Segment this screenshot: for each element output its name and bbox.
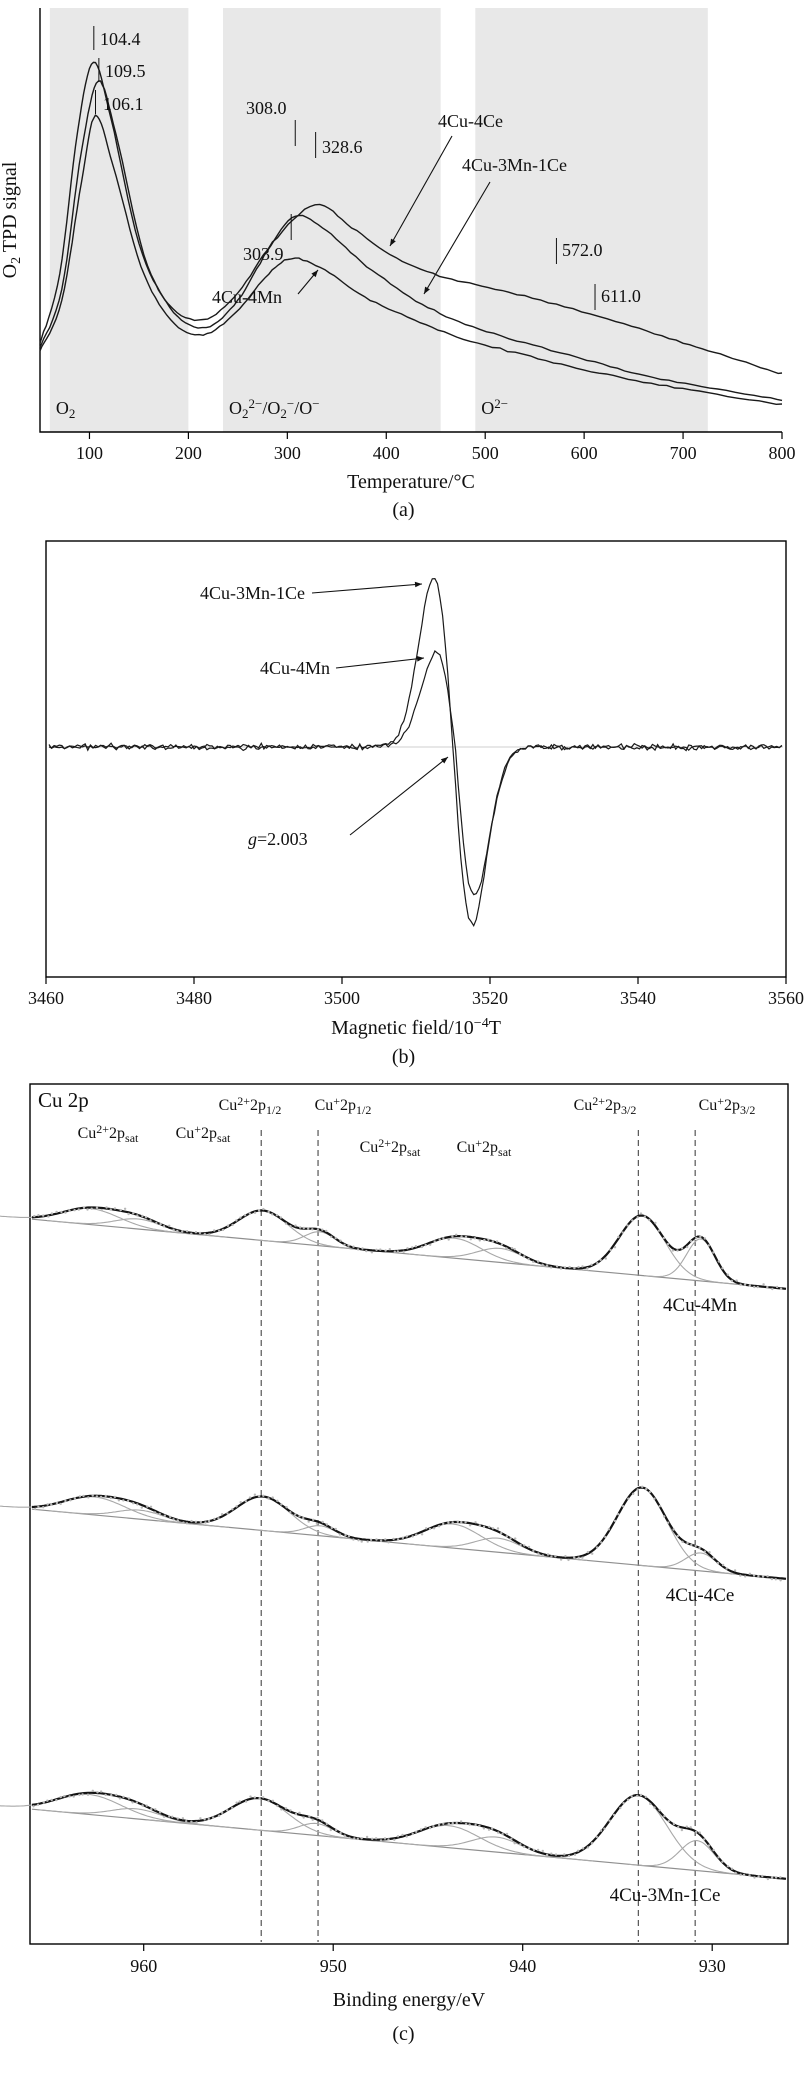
svg-text:4Cu-4Ce: 4Cu-4Ce: [438, 111, 503, 131]
svg-text:3480: 3480: [176, 988, 212, 1008]
svg-text:O22−/O2−/O−: O22−/O2−/O−: [229, 396, 320, 421]
svg-text:200: 200: [175, 443, 202, 463]
svg-text:109.5: 109.5: [105, 61, 146, 81]
epr-chart: 3460 3480 3500 3520 3540 3560 Magnetic field/1…: [28, 540, 804, 1039]
svg-text:O2: O2: [56, 398, 76, 421]
svg-text:g=2.003: g=2.003: [248, 829, 308, 849]
svg-text:400: 400: [373, 443, 400, 463]
svg-text:Magnetic field/10−4T: Magnetic field/10−4T: [331, 1016, 501, 1039]
o2-tpd-chart: O2 O22−/O2−/O− O2− 100 200 300 400 500 600 700 800…: [0, 8, 796, 493]
svg-text:960: 960: [130, 1956, 157, 1976]
svg-text:106.1: 106.1: [103, 94, 144, 114]
svg-text:3500: 3500: [324, 988, 360, 1008]
svg-text:3540: 3540: [620, 988, 656, 1008]
svg-text:300: 300: [274, 443, 301, 463]
svg-text:572.0: 572.0: [562, 240, 603, 260]
svg-text:4Cu-4Ce: 4Cu-4Ce: [666, 1585, 735, 1606]
xps-cu2p-chart: 960 950 940 930 Binding energy/eV 4Cu-4Mn 4Cu-…: [0, 1083, 789, 2011]
panel-c: 960 950 940 930 Binding energy/eV 4Cu-4Mn 4Cu-…: [0, 1074, 807, 2051]
panel-b: 3460 3480 3500 3520 3540 3560 Magnetic field/1…: [0, 527, 807, 1074]
svg-text:950: 950: [320, 1956, 347, 1976]
svg-text:700: 700: [670, 443, 697, 463]
svg-text:Cu+2p1/2: Cu+2p1/2: [315, 1094, 372, 1117]
svg-text:Cu+2p3/2: Cu+2p3/2: [699, 1094, 756, 1117]
svg-text:308.0: 308.0: [246, 98, 287, 118]
svg-text:O2−: O2−: [481, 396, 508, 418]
svg-text:611.0: 611.0: [601, 286, 641, 306]
svg-text:4Cu-3Mn-1Ce: 4Cu-3Mn-1Ce: [462, 155, 567, 175]
panel-c-label: (c): [392, 2023, 415, 2045]
svg-text:303.9: 303.9: [243, 244, 284, 264]
svg-text:Binding energy/eV: Binding energy/eV: [333, 1989, 486, 2011]
svg-text:Cu2+2p1/2: Cu2+2p1/2: [219, 1094, 282, 1117]
svg-text:500: 500: [472, 443, 499, 463]
svg-text:4Cu-3Mn-1Ce: 4Cu-3Mn-1Ce: [200, 583, 305, 603]
panel-a: O2 O22−/O2−/O− O2− 100 200 300 400 500 600 700 800…: [0, 0, 807, 527]
svg-text:600: 600: [571, 443, 598, 463]
svg-text:Cu+2psat: Cu+2psat: [176, 1122, 231, 1145]
svg-text:800: 800: [769, 443, 796, 463]
svg-text:Cu2+2psat: Cu2+2psat: [360, 1136, 421, 1159]
svg-text:940: 940: [509, 1956, 536, 1976]
svg-text:O2 TPD signal: O2 TPD signal: [0, 161, 24, 278]
svg-text:3460: 3460: [28, 988, 64, 1008]
svg-text:100: 100: [76, 443, 103, 463]
svg-text:Cu2+2p3/2: Cu2+2p3/2: [574, 1094, 637, 1117]
svg-text:104.4: 104.4: [100, 29, 141, 49]
svg-text:3520: 3520: [472, 988, 508, 1008]
svg-text:Cu2+2psat: Cu2+2psat: [78, 1122, 139, 1145]
svg-text:4Cu-4Mn: 4Cu-4Mn: [212, 287, 282, 307]
svg-text:Cu+2psat: Cu+2psat: [457, 1136, 512, 1159]
svg-text:4Cu-4Mn: 4Cu-4Mn: [663, 1295, 737, 1316]
panel-a-label: (a): [392, 499, 415, 521]
svg-text:930: 930: [699, 1956, 726, 1976]
svg-text:Temperature/°C: Temperature/°C: [347, 471, 475, 493]
svg-text:3560: 3560: [768, 988, 804, 1008]
svg-text:328.6: 328.6: [322, 137, 363, 157]
panel-b-label: (b): [391, 1046, 416, 1068]
svg-text:4Cu-3Mn-1Ce: 4Cu-3Mn-1Ce: [610, 1885, 721, 1906]
svg-text:4Cu-4Mn: 4Cu-4Mn: [260, 658, 330, 678]
svg-text:Cu 2p: Cu 2p: [38, 1088, 89, 1112]
